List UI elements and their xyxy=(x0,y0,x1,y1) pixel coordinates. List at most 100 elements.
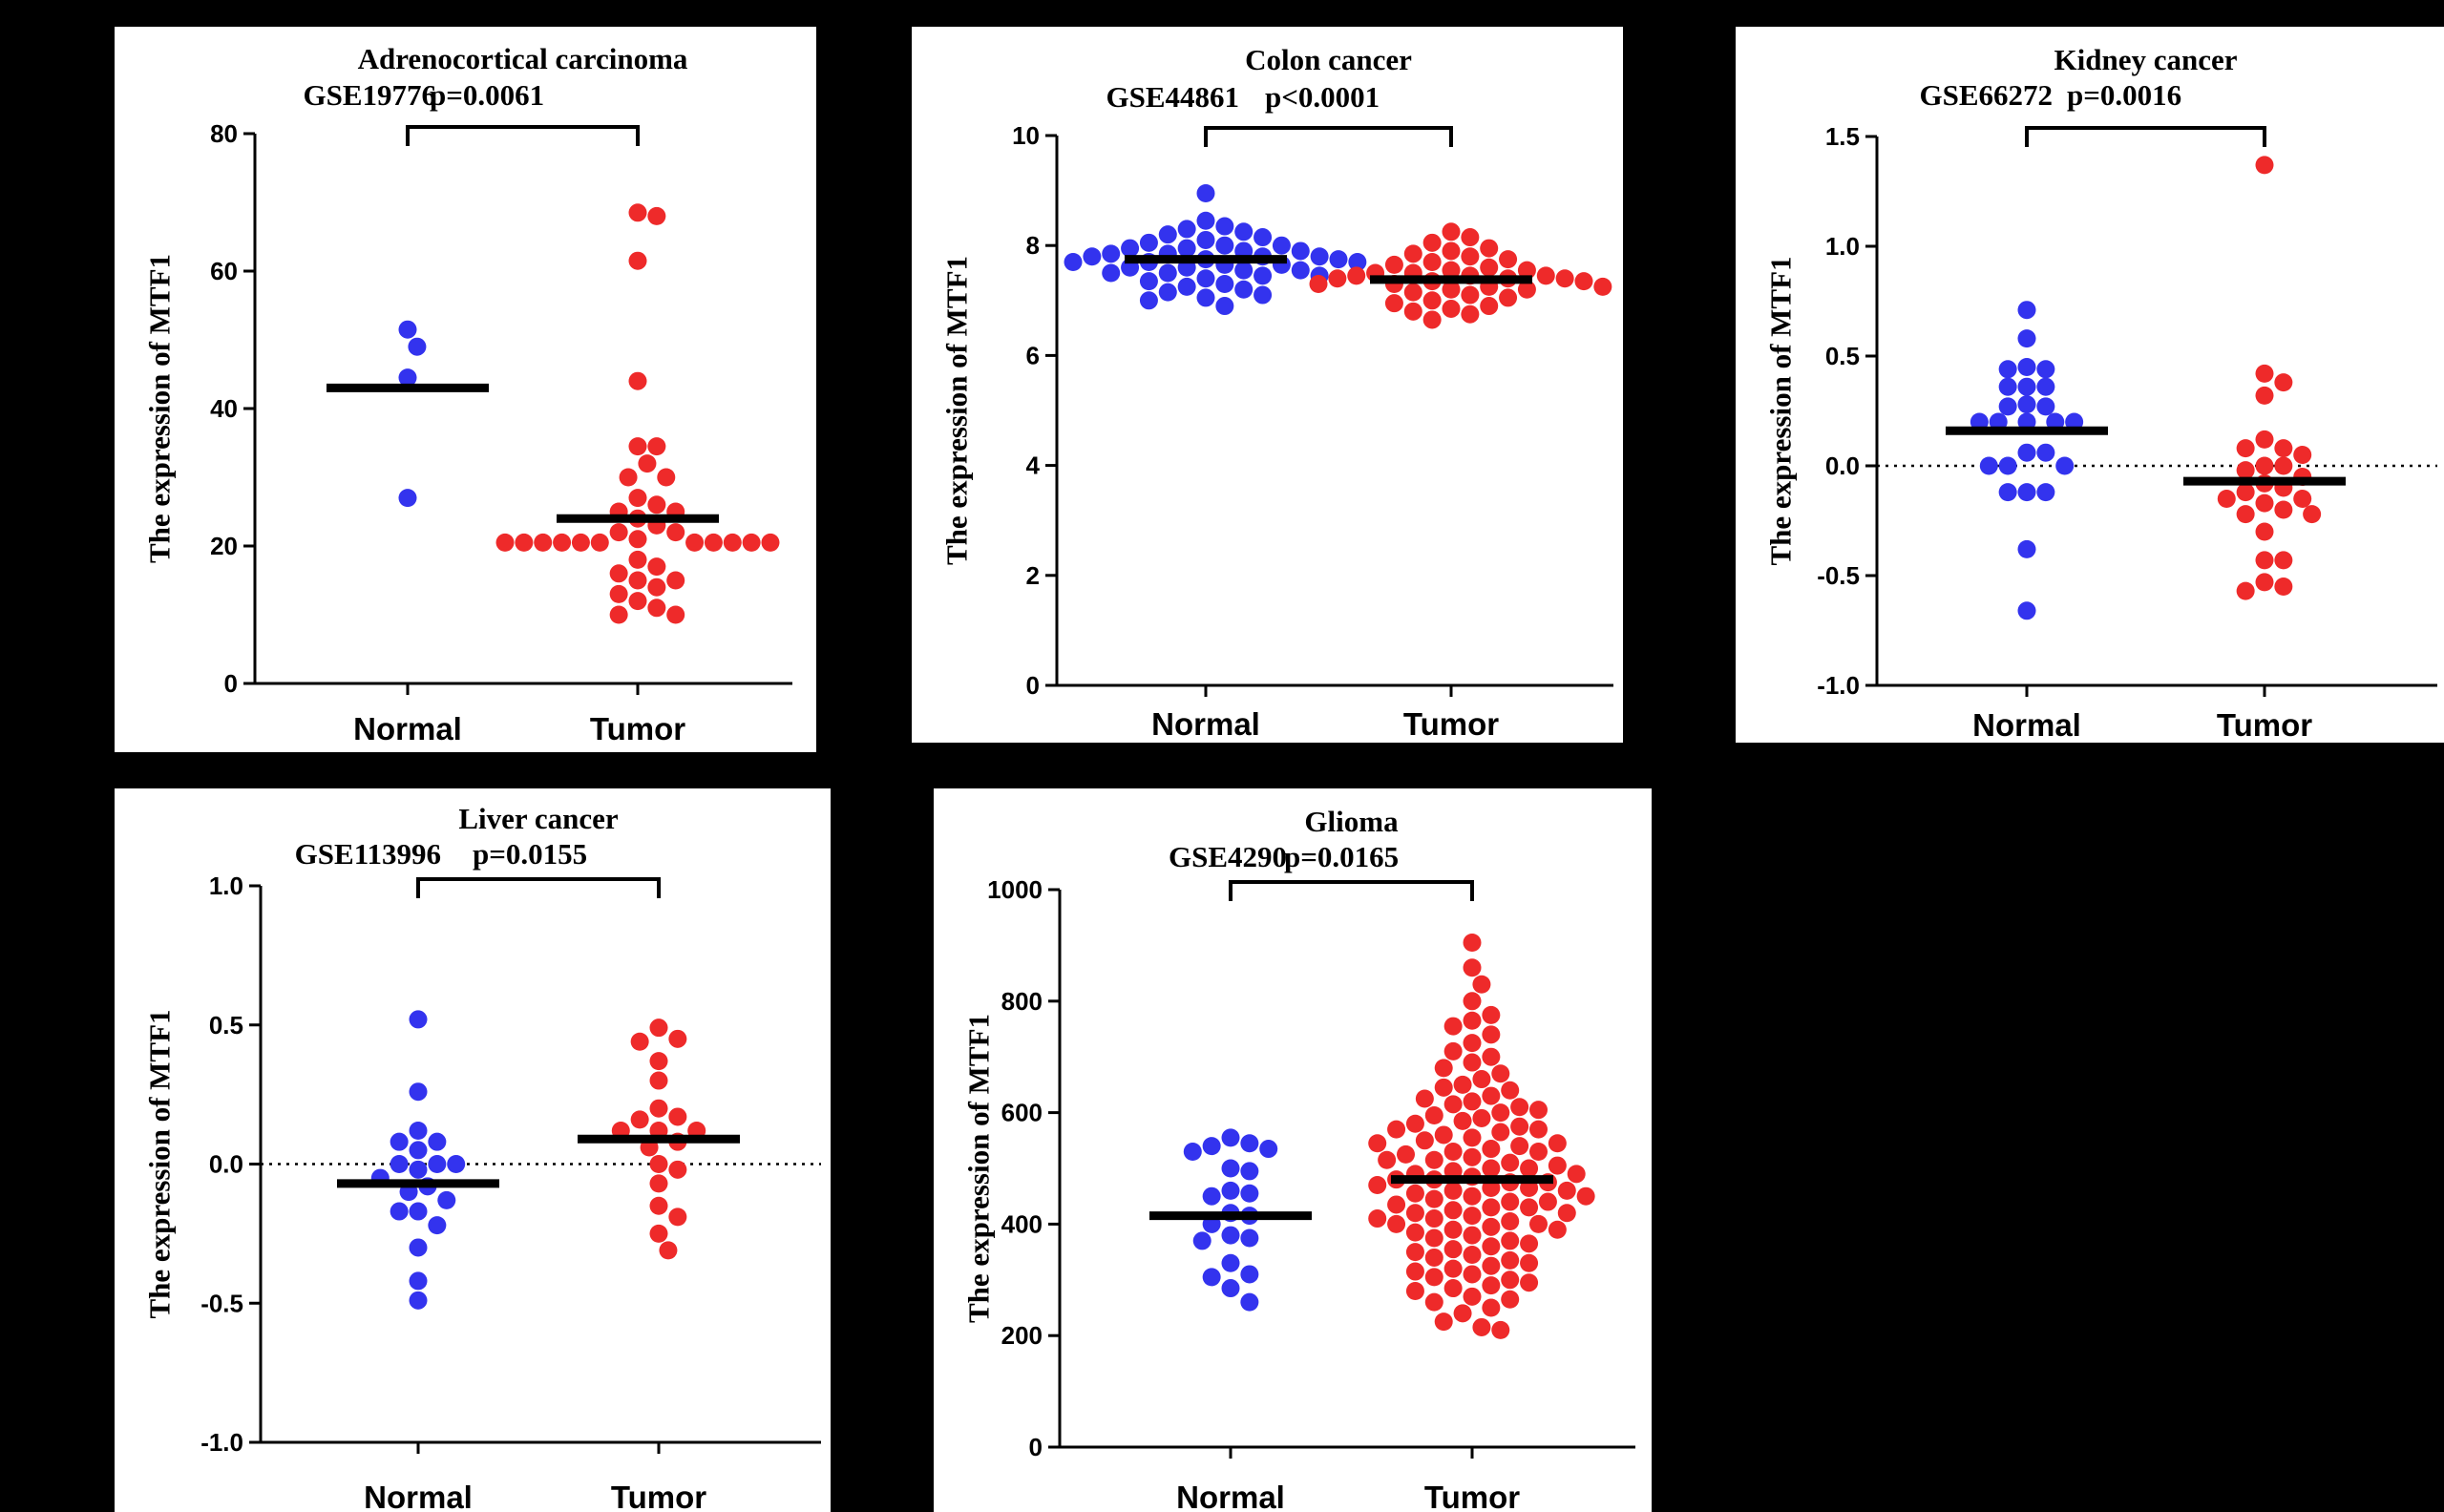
data-point xyxy=(1463,1011,1482,1030)
data-point xyxy=(2017,301,2036,320)
data-point xyxy=(2017,443,2036,462)
data-point xyxy=(659,1241,678,1260)
data-point xyxy=(668,1160,687,1179)
data-point xyxy=(398,489,417,508)
data-point xyxy=(1443,1259,1463,1278)
data-point xyxy=(1177,277,1196,296)
data-point xyxy=(647,495,666,514)
y-tick-label: 8 xyxy=(1026,231,1040,260)
data-point xyxy=(1139,233,1158,252)
data-point xyxy=(1979,456,1998,475)
data-point xyxy=(1240,1184,1259,1203)
data-point xyxy=(1501,1290,1520,1309)
chart-panel-glioma: Glioma GSE4290 p=0.0165 The expression of M… xyxy=(934,788,1652,1512)
data-point xyxy=(1310,247,1329,266)
data-point xyxy=(647,437,666,456)
data-point xyxy=(1387,1120,1406,1139)
data-point xyxy=(2055,456,2075,475)
data-point xyxy=(1463,1287,1482,1306)
y-tick-label: 10 xyxy=(1012,121,1040,150)
y-tick-label: 800 xyxy=(1001,987,1043,1016)
data-point xyxy=(1482,1256,1501,1275)
data-point xyxy=(1424,1106,1443,1125)
data-point xyxy=(1443,1142,1463,1161)
significance-bracket xyxy=(406,125,640,146)
series-normal xyxy=(1970,301,2084,620)
data-point xyxy=(1221,1279,1240,1298)
data-point xyxy=(1461,304,1480,324)
series-normal xyxy=(370,1010,466,1310)
data-point xyxy=(1472,1108,1491,1127)
data-point xyxy=(1491,1064,1510,1083)
data-point xyxy=(390,1132,409,1151)
data-point xyxy=(1215,217,1234,236)
data-point xyxy=(1403,302,1422,321)
data-point xyxy=(1463,933,1482,952)
data-point xyxy=(668,1107,687,1126)
data-point xyxy=(1998,456,2017,475)
y-tick-label: 0.5 xyxy=(1825,342,1860,370)
data-point xyxy=(1240,1134,1259,1153)
data-point xyxy=(1397,1144,1416,1164)
data-point xyxy=(649,1196,668,1215)
data-point xyxy=(628,592,647,611)
data-point xyxy=(2255,430,2274,449)
data-point xyxy=(1453,1075,1472,1094)
data-point xyxy=(1368,1134,1387,1153)
series-normal xyxy=(1064,183,1367,316)
y-tick-label: 1.0 xyxy=(1825,232,1860,261)
series-tumor xyxy=(495,203,780,624)
data-point xyxy=(1482,1159,1501,1178)
data-point xyxy=(1183,1142,1202,1161)
data-point xyxy=(428,1155,447,1173)
series-tumor xyxy=(1368,933,1595,1339)
data-point xyxy=(1434,1312,1453,1332)
x-tick-label: Normal xyxy=(1151,706,1260,742)
data-point xyxy=(447,1155,466,1173)
data-point xyxy=(390,1202,409,1221)
data-point xyxy=(1254,285,1273,304)
data-point xyxy=(1482,1140,1501,1159)
data-point xyxy=(657,468,676,487)
data-point xyxy=(1557,1204,1576,1223)
data-point xyxy=(2236,505,2255,524)
data-point xyxy=(628,203,647,222)
y-axis-label: The expression of MTF1 xyxy=(142,254,176,563)
data-point xyxy=(723,533,742,552)
data-point xyxy=(571,533,590,552)
data-point xyxy=(2255,522,2274,541)
data-point xyxy=(1461,228,1480,247)
data-point xyxy=(1463,958,1482,977)
data-point xyxy=(2255,494,2274,513)
data-point xyxy=(1240,1162,1259,1181)
data-point xyxy=(1121,239,1140,258)
data-point xyxy=(1221,1181,1240,1200)
data-point xyxy=(628,550,647,569)
data-point xyxy=(2036,443,2055,462)
data-point xyxy=(2274,578,2293,596)
data-point xyxy=(685,533,705,552)
data-point xyxy=(1240,1292,1259,1312)
data-point xyxy=(2255,456,2274,475)
data-point xyxy=(647,557,666,577)
data-point xyxy=(742,533,761,552)
data-point xyxy=(1463,1034,1482,1053)
data-point xyxy=(1472,1070,1491,1089)
data-point xyxy=(2036,397,2055,416)
data-point xyxy=(1998,483,2017,502)
x-tick-label: Tumor xyxy=(2217,707,2312,743)
data-point xyxy=(1139,272,1158,291)
data-point xyxy=(1405,1184,1424,1203)
data-point xyxy=(1491,1123,1510,1142)
data-point xyxy=(628,489,647,508)
x-tick-label: Tumor xyxy=(1424,1480,1520,1512)
data-point xyxy=(1221,1253,1240,1272)
data-point xyxy=(1576,1186,1595,1206)
data-point xyxy=(649,1155,668,1173)
data-point xyxy=(1443,1220,1463,1239)
data-point xyxy=(1422,252,1442,271)
data-point xyxy=(1482,1025,1501,1044)
data-point xyxy=(1499,250,1518,269)
data-point xyxy=(1102,244,1121,263)
